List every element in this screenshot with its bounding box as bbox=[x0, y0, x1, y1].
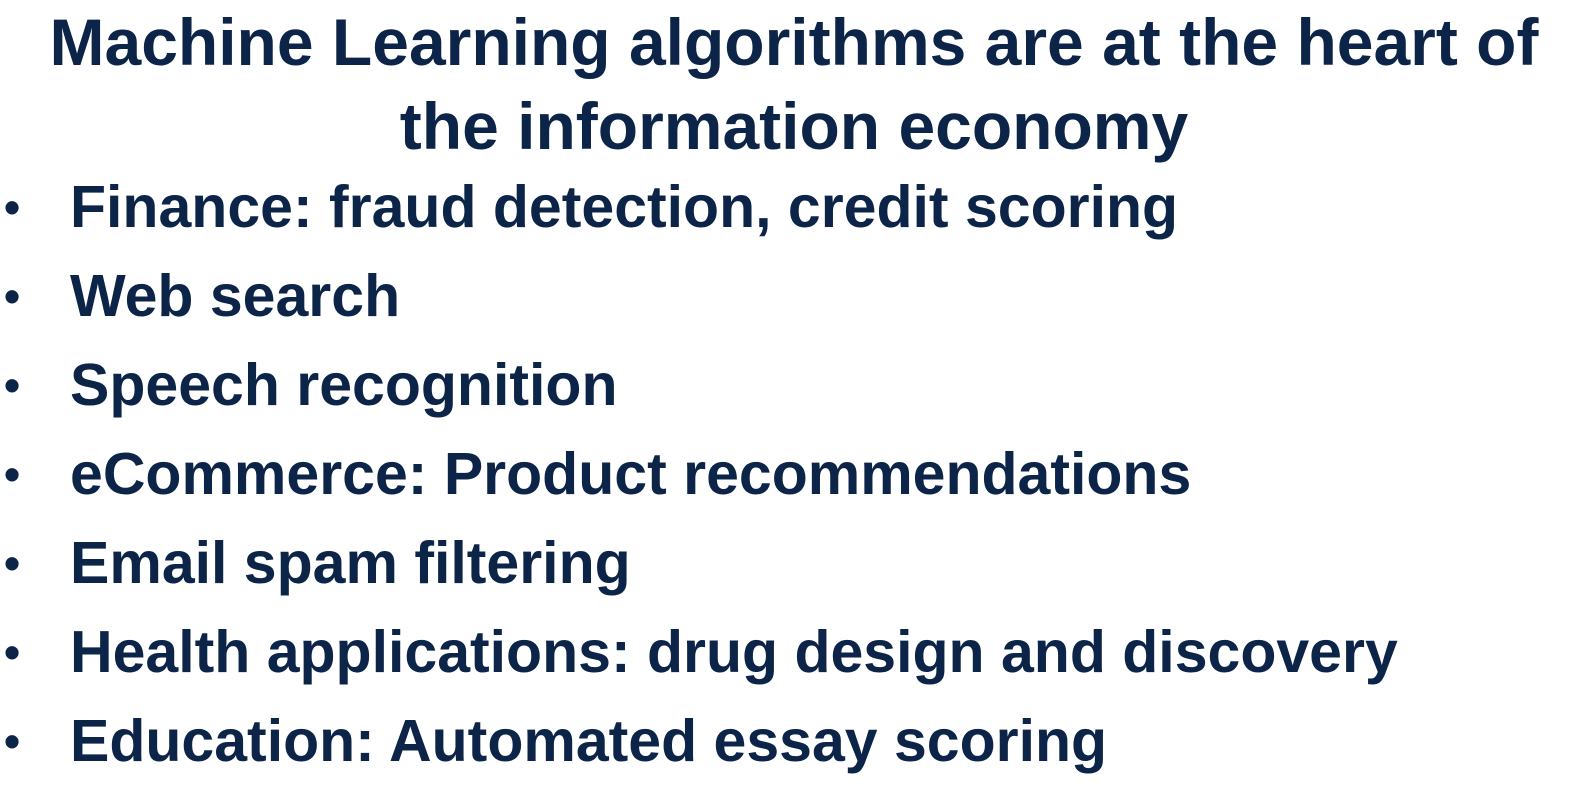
bullet-text: Email spam filtering bbox=[70, 530, 631, 596]
bullet-icon: • bbox=[4, 715, 21, 767]
bullet-text: Web search bbox=[70, 263, 401, 329]
bullet-icon: • bbox=[4, 359, 21, 411]
bullet-text: Health applications: drug design and dis… bbox=[70, 619, 1398, 685]
bullet-icon: • bbox=[4, 181, 21, 233]
bullet-icon: • bbox=[4, 448, 21, 500]
slide-title: Machine Learning algorithms are at the h… bbox=[0, 0, 1588, 168]
bullet-text: Education: Automated essay scoring bbox=[70, 708, 1108, 774]
slide-title-line-2: the information economy bbox=[399, 89, 1189, 163]
slide-title-line-1: Machine Learning algorithms are at the h… bbox=[49, 5, 1539, 79]
bullet-text: eCommerce: Product recommendations bbox=[70, 441, 1192, 507]
bullet-icon: • bbox=[4, 537, 21, 589]
bullet-icon: • bbox=[4, 270, 21, 322]
bullet-icon: • bbox=[4, 626, 21, 678]
bullet-text: Finance: fraud detection, credit scoring bbox=[70, 174, 1179, 240]
bullet-text: Speech recognition bbox=[70, 352, 618, 418]
